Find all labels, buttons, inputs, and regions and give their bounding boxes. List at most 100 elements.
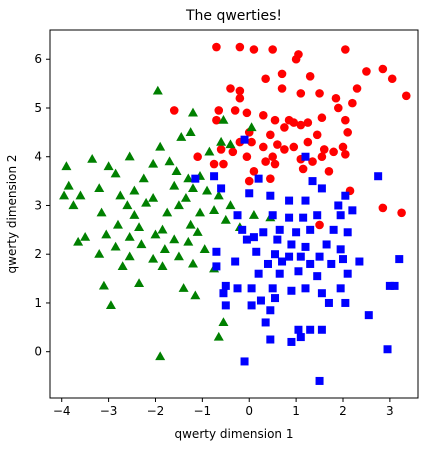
square-point: [221, 301, 230, 310]
y-tick-label: 4: [34, 150, 42, 164]
triangle-point: [148, 192, 159, 202]
triangle-point: [136, 239, 147, 249]
circle-point: [348, 98, 357, 108]
triangle-point: [162, 207, 173, 217]
triangle-point: [187, 258, 198, 268]
square-point: [271, 250, 280, 259]
square-point: [317, 184, 326, 193]
circle-point: [235, 93, 245, 103]
triangle-point: [129, 210, 140, 219]
circle-point: [343, 128, 352, 137]
circle-point: [247, 137, 256, 147]
circle-point: [242, 152, 252, 162]
circle-point: [397, 208, 406, 218]
circle-point: [261, 157, 270, 166]
triangle-point: [185, 219, 196, 229]
circle-point: [249, 167, 259, 176]
circle-point: [319, 145, 329, 154]
square-point: [287, 337, 296, 346]
triangle-point: [87, 153, 98, 163]
circle-point: [312, 130, 322, 140]
circle-point: [235, 86, 245, 96]
square-point: [273, 235, 282, 244]
square-point: [364, 311, 373, 320]
circle-point: [305, 72, 315, 81]
x-tick-label: 2: [339, 404, 347, 418]
triangle-point: [218, 317, 229, 327]
square-point: [238, 225, 247, 234]
circle-point: [315, 89, 324, 98]
triangle-point: [180, 192, 191, 202]
square-point: [285, 252, 294, 261]
square-point: [336, 245, 345, 254]
square-point: [336, 211, 345, 220]
triangle-point: [94, 249, 105, 258]
triangle-point: [164, 156, 175, 166]
triangle-point: [63, 180, 74, 190]
triangle-point: [225, 200, 236, 210]
square-point: [221, 281, 230, 290]
circle-point: [315, 220, 324, 230]
square-point: [292, 228, 301, 237]
square-point: [341, 298, 350, 307]
triangle-point: [171, 166, 182, 175]
circle-point: [266, 130, 275, 140]
circle-point: [289, 142, 299, 152]
triangle-point: [134, 278, 145, 288]
square-point: [317, 289, 326, 298]
square-point: [247, 284, 256, 293]
circle-point: [280, 123, 289, 132]
triangle-point: [124, 251, 135, 261]
square-point: [259, 228, 268, 237]
circle-point: [169, 106, 179, 115]
circle-point: [317, 152, 327, 162]
triangle-point: [105, 300, 116, 309]
square-point: [254, 174, 263, 183]
circle-point: [273, 140, 282, 149]
square-point: [334, 201, 343, 210]
triangle-point: [225, 139, 236, 149]
circle-point: [280, 145, 289, 154]
square-point: [271, 294, 280, 303]
square-point: [233, 211, 242, 220]
triangle-point: [178, 283, 189, 292]
circle-point: [226, 84, 235, 93]
circle-point: [334, 103, 343, 113]
square-point: [338, 255, 347, 264]
triangle-point: [80, 231, 91, 241]
square-point: [285, 213, 294, 222]
square-point: [294, 267, 303, 276]
square-point: [212, 262, 221, 271]
data-markers: [59, 42, 411, 385]
y-tick-label: 1: [34, 296, 42, 310]
triangle-point: [185, 127, 196, 136]
x-tick-label: −2: [147, 404, 165, 418]
circle-point: [341, 45, 350, 54]
circle-point: [228, 147, 238, 157]
circle-point: [258, 110, 268, 120]
square-point: [266, 335, 275, 344]
square-point: [263, 259, 272, 268]
triangle-point: [59, 190, 70, 200]
triangle-point: [195, 207, 206, 217]
square-point: [240, 357, 249, 366]
square-point: [306, 225, 315, 234]
triangle-point: [187, 183, 198, 193]
triangle-point: [73, 236, 84, 246]
triangle-point: [68, 200, 79, 210]
square-point: [317, 325, 326, 334]
circle-point: [216, 145, 226, 154]
square-point: [240, 135, 249, 144]
circle-point: [329, 147, 338, 157]
square-point: [385, 281, 394, 290]
y-tick-label: 0: [34, 345, 42, 359]
circle-point: [289, 118, 299, 127]
square-point: [313, 272, 322, 281]
x-tick-label: 0: [245, 404, 253, 418]
square-point: [315, 252, 324, 261]
square-point: [217, 184, 226, 193]
circle-point: [378, 64, 388, 74]
square-point: [212, 247, 221, 256]
x-tick-label: 3: [386, 404, 394, 418]
